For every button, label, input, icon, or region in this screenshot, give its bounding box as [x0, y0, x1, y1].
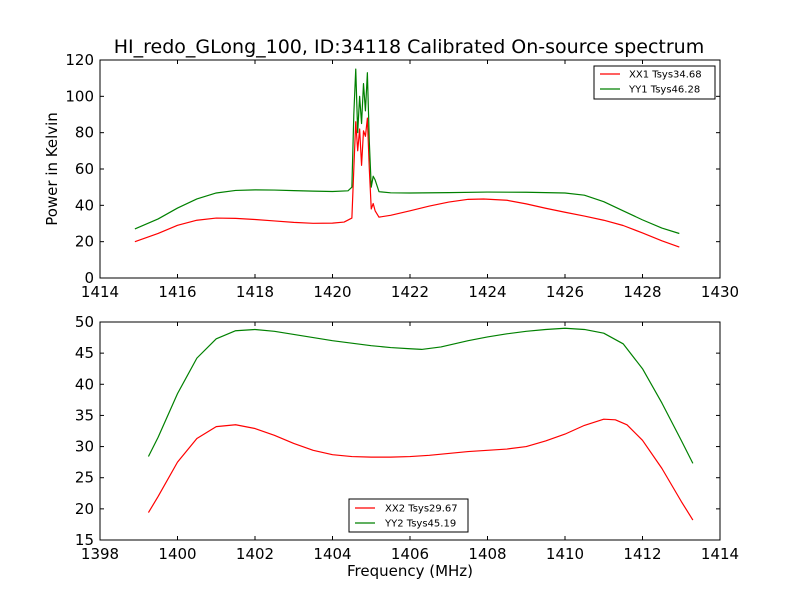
top-x-tick-label: 1426 — [546, 283, 584, 301]
bottom-x-tick-label: 1402 — [236, 545, 274, 563]
bottom-y-tick-label: 45 — [75, 344, 94, 362]
bottom-y-tick-label: 35 — [75, 406, 94, 424]
top-series-lines — [134, 68, 680, 248]
top-ticks: 1414 1416 1418 1420 1422 1424 1426 1428 1430 0 20 4… — [65, 51, 739, 301]
bottom-y-tick-label: 20 — [75, 500, 94, 518]
top-x-tick-label: 1414 — [81, 283, 119, 301]
top-legend: XX1 Tsys34.68 YY1 Tsys46.28 — [593, 65, 716, 100]
top-y-tick-label: 100 — [65, 87, 94, 105]
bottom-x-tick-label: 1398 — [81, 545, 119, 563]
top-y-tick-label: 40 — [75, 196, 94, 214]
bottom-x-tick-label: 1414 — [701, 545, 739, 563]
bottom-x-axis-label: Frequency (MHz) — [347, 562, 473, 580]
top-y-tick-label: 60 — [75, 160, 94, 178]
bottom-series-line-0 — [147, 418, 694, 521]
bottom-series-lines — [147, 327, 694, 521]
top-panel: 1414 1416 1418 1420 1422 1424 1426 1428 1430 0 20 4… — [43, 51, 739, 301]
bottom-y-tick-label: 30 — [75, 438, 94, 456]
bottom-legend-box — [348, 498, 469, 533]
top-y-tick-label: 120 — [65, 51, 94, 69]
top-x-tick-label: 1416 — [158, 283, 196, 301]
legend-label-xx2: XX2 Tsys29.67 — [385, 504, 458, 515]
top-legend-box — [593, 65, 716, 100]
top-x-tick-label: 1428 — [623, 283, 661, 301]
bottom-legend: XX2 Tsys29.67 YY2 Tsys45.19 — [348, 498, 469, 533]
top-x-tick-label: 1424 — [468, 283, 506, 301]
bottom-x-tick-label: 1410 — [546, 545, 584, 563]
bottom-ticks: 1398 1400 1402 1404 1406 1408 1410 1412 1414 15 20… — [75, 313, 739, 563]
bottom-y-tick-label: 15 — [75, 531, 94, 549]
top-series-line-0 — [134, 117, 680, 248]
bottom-y-tick-label: 40 — [75, 375, 94, 393]
top-series-line-1 — [134, 68, 680, 235]
top-x-tick-label: 1420 — [313, 283, 351, 301]
top-y-tick-label: 0 — [84, 269, 94, 287]
legend-label-yy1: YY1 Tsys46.28 — [628, 85, 700, 96]
bottom-x-tick-label: 1406 — [391, 545, 429, 563]
bottom-y-tick-label: 25 — [75, 469, 94, 487]
bottom-series-line-1 — [147, 327, 694, 464]
top-x-tick-label: 1430 — [701, 283, 739, 301]
top-y-tick-label: 80 — [75, 124, 94, 142]
bottom-x-tick-label: 1408 — [468, 545, 506, 563]
bottom-x-tick-label: 1404 — [313, 545, 351, 563]
legend-label-xx1: XX1 Tsys34.68 — [629, 70, 702, 81]
top-x-tick-label: 1422 — [391, 283, 429, 301]
chart-title: HI_redo_GLong_100, ID:34118 Calibrated O… — [114, 36, 704, 58]
top-y-tick-label: 20 — [75, 233, 94, 251]
top-y-axis-label: Power in Kelvin — [43, 112, 61, 226]
bottom-panel: 1398 1400 1402 1404 1406 1408 1410 1412 1414 15 20… — [75, 313, 739, 580]
bottom-x-tick-label: 1400 — [158, 545, 196, 563]
legend-label-yy2: YY2 Tsys45.19 — [384, 519, 456, 530]
bottom-y-tick-label: 50 — [75, 313, 94, 331]
top-x-tick-label: 1418 — [236, 283, 274, 301]
bottom-x-tick-label: 1412 — [623, 545, 661, 563]
